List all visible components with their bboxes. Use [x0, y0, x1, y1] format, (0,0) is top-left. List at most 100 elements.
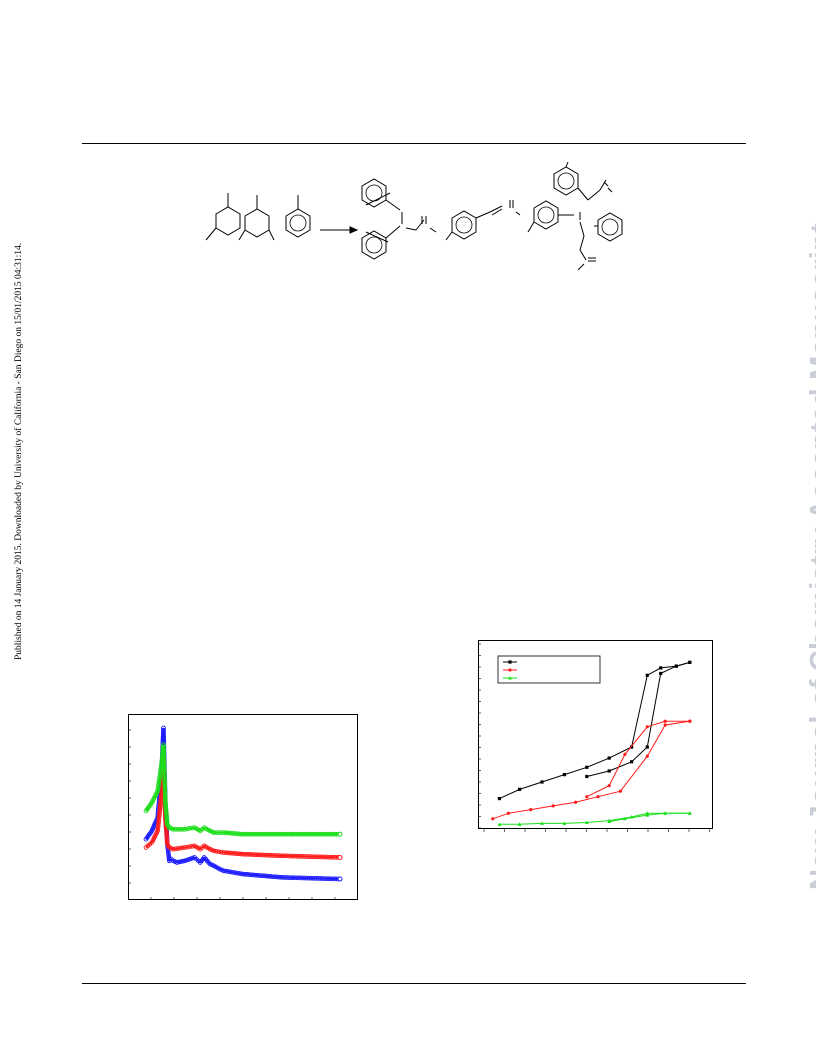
xrd-data-point [295, 831, 300, 837]
xrd-data-point [155, 822, 161, 827]
xrd-data-point [281, 875, 287, 880]
xrd-data-point [236, 831, 242, 837]
xrd-data-point [337, 831, 343, 837]
xrd-data-point [180, 845, 185, 851]
xrd-data-point [264, 852, 270, 858]
xrd-data-point [319, 876, 325, 881]
xrd-data-point [290, 853, 296, 859]
xrd-data-point [161, 746, 166, 752]
xrd-data-point [221, 850, 226, 855]
xrd-data-point [326, 876, 332, 882]
xrd-data-point [324, 854, 329, 860]
xrd-data-point [213, 830, 219, 835]
isotherm-data-point [607, 769, 611, 773]
xrd-data-point [162, 786, 168, 792]
xrd-data-point [180, 826, 185, 832]
xrd-data-point [163, 804, 169, 810]
xrd-data-point [234, 851, 239, 856]
xrd-data-point [277, 874, 282, 880]
xrd-data-point [189, 825, 195, 831]
isotherm-data-point [585, 774, 589, 779]
xrd-data-point [262, 873, 267, 879]
xrd-data-point [247, 872, 252, 877]
xrd-data-point [161, 762, 167, 768]
xrd-data-point [187, 844, 193, 850]
xrd-data-point [158, 802, 163, 808]
isotherm-chart [478, 640, 713, 832]
isotherm-data-point [663, 719, 667, 723]
xrd-data-point [242, 831, 248, 837]
xrd-data-point [161, 766, 167, 772]
xrd-data-point [319, 854, 325, 860]
xrd-data-point [170, 826, 176, 832]
xrd-data-point [304, 875, 309, 881]
xrd-data-point [163, 828, 169, 833]
xrd-data-point [301, 875, 307, 881]
xrd-data-point [313, 831, 318, 837]
xrd-data-point [277, 853, 282, 859]
xrd-data-point [328, 854, 334, 860]
xrd-data-point [330, 854, 336, 860]
xrd-data-point [306, 854, 312, 859]
xrd-data-point [161, 751, 167, 756]
xrd-data-point [262, 852, 267, 858]
xrd-data-point [157, 809, 163, 814]
xrd-data-point [270, 831, 276, 837]
isotherm-data-point [607, 784, 611, 788]
xrd-data-point [253, 852, 259, 858]
isotherm-data-point [574, 800, 578, 804]
xrd-data-point [238, 851, 244, 857]
xrd-data-point [162, 795, 168, 801]
xrd-data-point [268, 831, 274, 837]
xrd-data-point [337, 876, 343, 882]
isotherm-data-point [508, 660, 512, 664]
isotherm-data-point [659, 666, 663, 670]
isotherm-data-point [645, 745, 649, 749]
xrd-data-point [162, 798, 168, 803]
xrd-series-group [143, 725, 343, 882]
xrd-data-point [161, 760, 167, 765]
xrd-data-point [166, 856, 172, 862]
xrd-data-point [221, 868, 226, 874]
xrd-data-point [229, 869, 235, 875]
xrd-data-point [255, 873, 261, 878]
xrd-data-point [155, 788, 160, 794]
xrd-data-point [213, 848, 219, 854]
xrd-data-point [299, 854, 305, 859]
xrd-data-point [162, 791, 168, 797]
xrd-data-point [184, 857, 190, 863]
xrd-data-point [157, 773, 163, 778]
isotherm-data-point [607, 756, 611, 760]
isotherm-adsorption-line [492, 720, 690, 820]
xrd-data-point [182, 826, 188, 832]
xrd-data-point [313, 876, 318, 881]
isotherm-data-point [491, 817, 495, 821]
xrd-data-point [288, 853, 294, 859]
isotherm-data-point [596, 795, 600, 799]
isotherm-data-point [674, 664, 678, 668]
xrd-data-point [308, 831, 314, 837]
xrd-data-point [156, 777, 162, 783]
xrd-data-point [164, 817, 170, 823]
isotherm-data-point [518, 787, 522, 791]
xrd-data-point [333, 831, 338, 837]
xrd-data-point [232, 831, 237, 836]
isotherm-data-point [508, 668, 512, 672]
xrd-data-point [163, 800, 168, 806]
isotherm-data-point [630, 760, 634, 764]
xrd-data-point [266, 831, 272, 837]
isotherm-data-point [585, 795, 589, 799]
xrd-pattern-chart [128, 714, 358, 900]
xrd-data-point [295, 875, 300, 881]
xrd-data-point [328, 876, 334, 882]
xrd-data-point [337, 854, 343, 860]
xrd-data-point [286, 831, 291, 837]
xrd-data-point [225, 869, 231, 874]
xrd-data-point [162, 778, 168, 783]
isotherm-data-point [562, 773, 566, 777]
isotherm-x-ticks [483, 828, 710, 832]
xrd-data-point [216, 849, 222, 855]
xrd-data-point [321, 854, 327, 860]
xrd-data-point [234, 831, 239, 837]
xrd-data-point [218, 830, 224, 835]
